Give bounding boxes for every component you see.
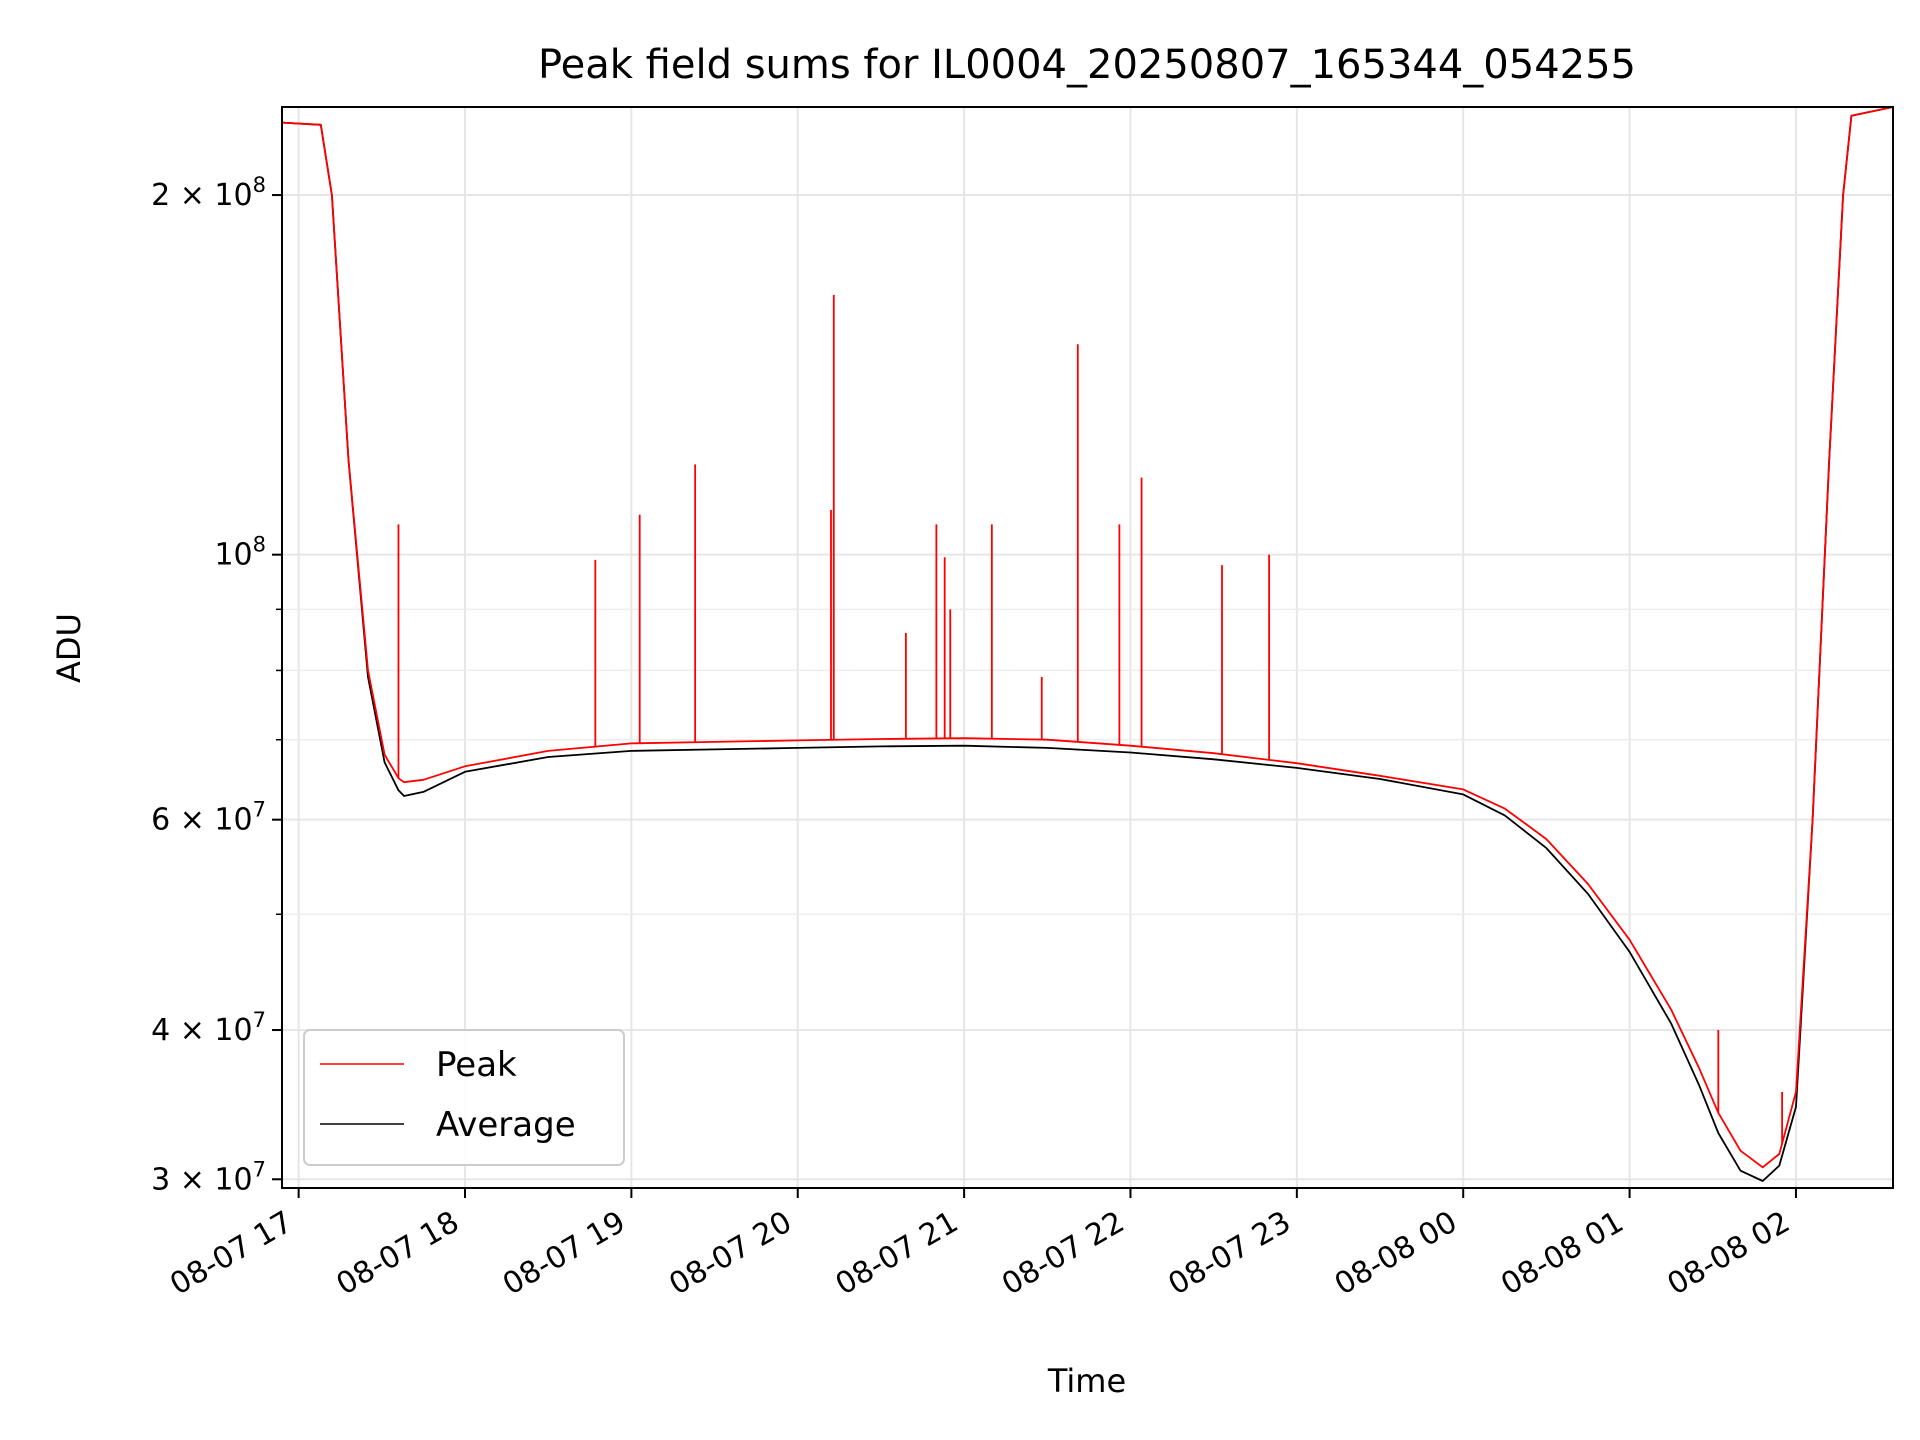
y-tick-label: 3 × 107 [151, 1157, 266, 1197]
legend-label-peak: Peak [436, 1045, 517, 1085]
grid [282, 107, 1893, 1188]
y-tick-label: 108 [214, 533, 266, 573]
chart-title: Peak field sums for IL0004_20250807_1653… [538, 42, 1636, 88]
x-axis-title: Time [1047, 1362, 1126, 1400]
y-axis-ticks: 3 × 107 4 × 107 6 × 107 108 2 × 108 [151, 173, 282, 1197]
y-tick-label: 2 × 108 [151, 173, 266, 213]
series-line-average [282, 107, 1893, 1182]
series-line-peak [282, 107, 1893, 1169]
y-tick-label: 4 × 107 [151, 1008, 266, 1048]
legend-label-average: Average [436, 1105, 576, 1145]
plot-frame [281, 106, 1894, 1189]
y-tick-label: 6 × 107 [151, 798, 266, 838]
legend: Peak Average [303, 1029, 625, 1166]
y-axis-title: ADU [50, 613, 88, 683]
series-layer [282, 107, 1893, 1182]
